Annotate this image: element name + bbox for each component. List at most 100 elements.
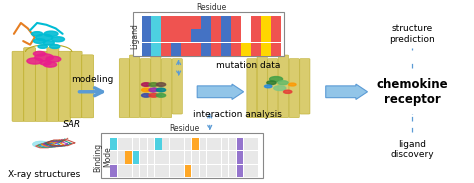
Circle shape — [156, 88, 165, 92]
FancyBboxPatch shape — [129, 55, 140, 118]
Bar — [171, 16, 181, 29]
Bar — [261, 29, 271, 42]
Bar — [185, 165, 191, 177]
Bar — [252, 138, 258, 150]
Bar — [163, 165, 169, 177]
Bar — [185, 138, 191, 150]
Bar — [142, 29, 151, 42]
Bar — [133, 151, 139, 164]
Bar — [251, 16, 261, 29]
Circle shape — [52, 37, 64, 42]
Bar — [177, 165, 184, 177]
Circle shape — [283, 90, 292, 93]
Circle shape — [35, 54, 54, 61]
Bar — [207, 151, 214, 164]
FancyBboxPatch shape — [119, 59, 129, 118]
Bar — [118, 138, 125, 150]
Bar — [252, 151, 258, 164]
Bar — [231, 29, 241, 42]
FancyBboxPatch shape — [268, 59, 278, 118]
Circle shape — [36, 34, 53, 41]
Bar — [237, 138, 243, 150]
Bar — [237, 165, 243, 177]
Bar — [211, 16, 221, 29]
Bar — [133, 138, 139, 150]
Bar — [222, 138, 228, 150]
Bar — [221, 42, 231, 56]
Bar — [125, 151, 132, 164]
Bar — [162, 42, 171, 56]
Bar — [191, 16, 201, 29]
Bar — [241, 42, 251, 56]
Bar — [200, 138, 206, 150]
Circle shape — [274, 86, 286, 91]
Bar — [142, 42, 151, 56]
Text: Residue: Residue — [170, 124, 200, 132]
Text: SAR: SAR — [63, 120, 81, 129]
Bar — [214, 165, 221, 177]
Bar — [177, 138, 184, 150]
FancyBboxPatch shape — [35, 51, 47, 122]
FancyBboxPatch shape — [257, 55, 267, 118]
Bar — [162, 29, 171, 42]
Bar — [201, 29, 211, 42]
FancyBboxPatch shape — [70, 51, 82, 118]
Bar — [251, 42, 261, 56]
Bar — [118, 165, 125, 177]
Bar — [152, 29, 161, 42]
Bar — [221, 16, 231, 29]
Bar — [133, 165, 139, 177]
Circle shape — [44, 31, 58, 37]
Text: interaction analysis: interaction analysis — [192, 110, 282, 119]
Bar — [214, 138, 221, 150]
Bar — [207, 138, 214, 150]
Bar — [147, 138, 154, 150]
Bar — [222, 165, 228, 177]
Circle shape — [33, 39, 46, 43]
Bar — [155, 151, 162, 164]
Circle shape — [40, 61, 51, 65]
Bar — [229, 151, 236, 164]
Circle shape — [142, 88, 151, 92]
Bar — [192, 151, 199, 164]
Text: Ligand: Ligand — [130, 23, 139, 48]
Bar — [271, 16, 281, 29]
Text: ligand
discovery: ligand discovery — [390, 140, 434, 159]
Bar — [244, 165, 251, 177]
Bar — [171, 42, 181, 56]
Bar — [155, 165, 162, 177]
Bar — [237, 151, 243, 164]
Circle shape — [270, 76, 283, 82]
FancyBboxPatch shape — [300, 59, 310, 114]
Bar — [181, 42, 191, 56]
Bar — [110, 165, 117, 177]
Bar — [192, 138, 199, 150]
Bar — [140, 138, 147, 150]
FancyBboxPatch shape — [162, 59, 172, 118]
Circle shape — [156, 83, 165, 86]
Bar — [125, 138, 132, 150]
Bar — [241, 29, 251, 42]
Bar — [211, 42, 221, 56]
Circle shape — [142, 94, 151, 97]
Circle shape — [32, 32, 43, 36]
FancyBboxPatch shape — [151, 55, 161, 118]
FancyBboxPatch shape — [140, 59, 150, 118]
Bar — [170, 151, 176, 164]
Circle shape — [289, 83, 296, 86]
Bar — [147, 151, 154, 164]
Bar — [191, 42, 201, 56]
Bar — [155, 138, 162, 150]
Bar — [140, 151, 147, 164]
FancyBboxPatch shape — [24, 48, 36, 122]
Bar — [170, 138, 176, 150]
Bar — [181, 29, 191, 42]
Bar — [231, 16, 241, 29]
Bar — [244, 138, 251, 150]
Bar — [170, 165, 176, 177]
Bar — [244, 151, 251, 164]
Bar — [110, 138, 117, 150]
Bar — [201, 42, 211, 56]
Circle shape — [156, 94, 165, 97]
Bar — [231, 42, 241, 56]
